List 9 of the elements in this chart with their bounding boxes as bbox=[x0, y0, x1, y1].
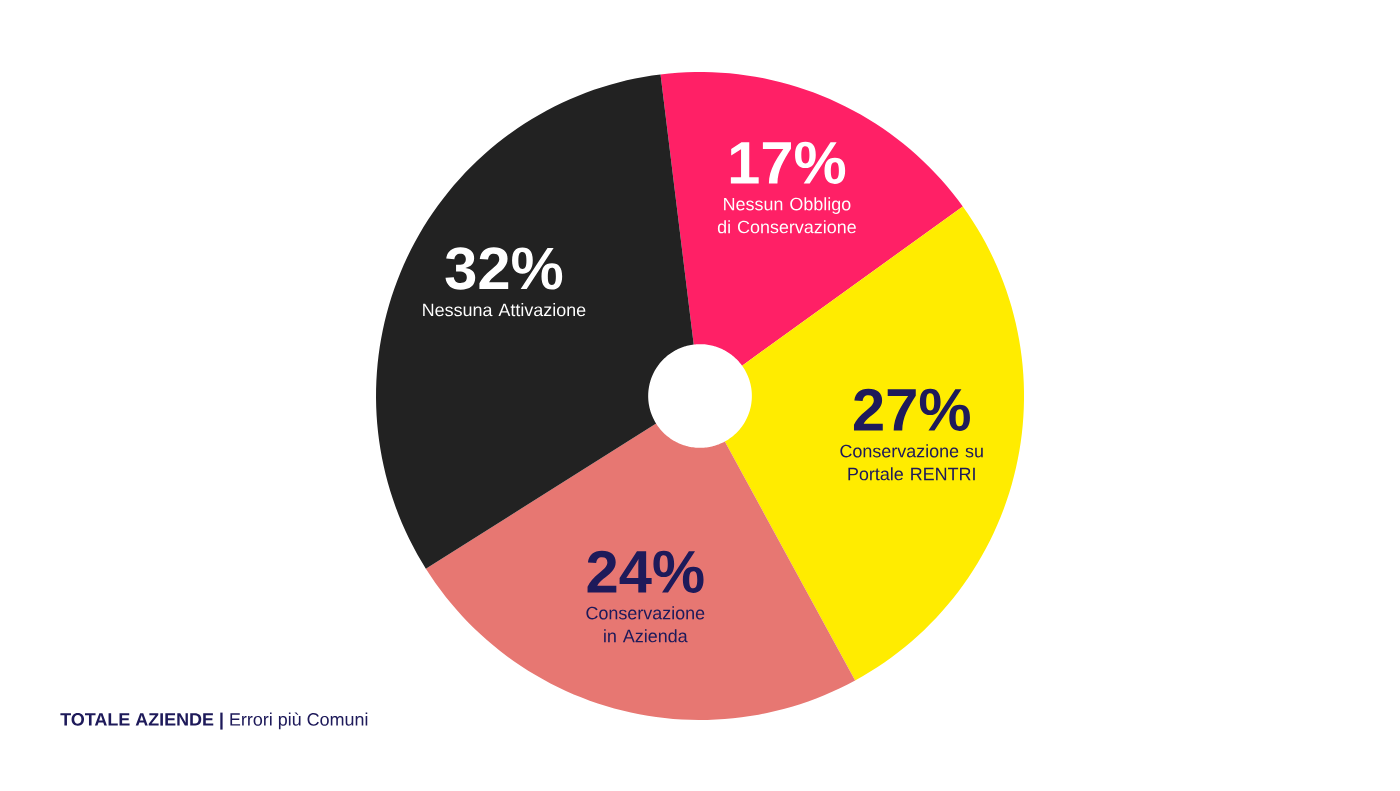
data-label: 24% bbox=[587, 550, 704, 593]
slice-label: Conservazione in Azienda bbox=[586, 606, 705, 643]
slice-label: Nessuna Attivazione bbox=[423, 303, 586, 317]
slice-label: Conservazione su Portale RENTRI bbox=[840, 444, 983, 481]
data-label: 27% bbox=[853, 388, 970, 431]
slice-label: Nessun Obbligo di Conservazione bbox=[717, 197, 856, 234]
data-label: 32% bbox=[445, 247, 563, 290]
data-label: 17% bbox=[730, 141, 846, 184]
text: TOTALE AZIENDE | Errori più Comuni bbox=[60, 712, 368, 730]
